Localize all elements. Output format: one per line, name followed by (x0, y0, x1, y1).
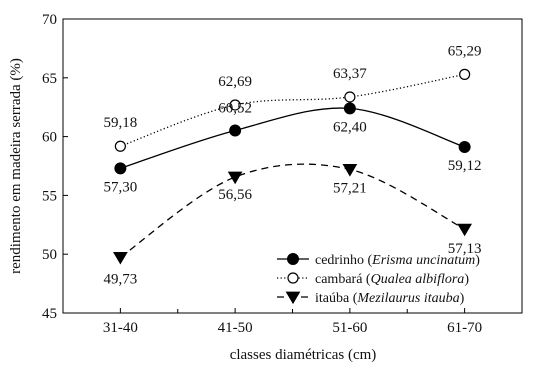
legend-label-species: Mezilaurus itauba (356, 291, 459, 306)
data-label-itauba: 56,56 (218, 187, 252, 203)
legend-label-suffix: ) (460, 291, 465, 306)
y-axis-title: rendimento em madeira serrada (%) (8, 58, 24, 274)
series-cedrinho (114, 102, 471, 175)
legend-label-prefix: cedrinho ( (315, 253, 372, 268)
data-point-cambara (229, 99, 241, 111)
data-label-cedrinho: 59,12 (448, 158, 482, 174)
legend-label-species: Erisma uncinatum (371, 253, 475, 268)
data-point-itauba (457, 223, 472, 237)
series-line-itauba (120, 163, 465, 258)
data-label-cedrinho: 60,52 (218, 100, 252, 116)
data-point-cambara (459, 68, 471, 80)
x-tick-label: 41-50 (218, 320, 253, 336)
series-line-cedrinho (120, 107, 465, 169)
data-point-cedrinho (343, 102, 356, 115)
legend: cedrinho (Erisma uncinatum)cambará (Qual… (277, 253, 480, 306)
legend-label-suffix: ) (464, 272, 469, 287)
x-tick-label: 31-40 (103, 320, 138, 336)
series-line-cambara (120, 73, 465, 147)
legend-label-prefix: itaúba ( (315, 291, 358, 306)
data-point-cambara (344, 91, 356, 103)
y-tick-label: 60 (42, 130, 57, 146)
legend-marker-cambara (287, 272, 299, 284)
data-label-cedrinho: 62,40 (333, 119, 367, 135)
legend-label-itauba: itaúba (Mezilaurus itauba) (315, 291, 465, 306)
x-axis-title: classes diamétricas (cm) (230, 347, 377, 363)
legend-label-cambara: cambará (Qualea albiflora) (315, 272, 469, 287)
y-tick-label: 65 (42, 71, 57, 87)
data-label-itauba: 49,73 (104, 271, 138, 287)
data-label-cambara: 59,18 (104, 115, 138, 131)
legend-label-cedrinho: cedrinho (Erisma uncinatum) (315, 253, 480, 268)
legend-item-itauba: itaúba (Mezilaurus itauba) (277, 291, 465, 306)
legend-label-prefix: cambará ( (315, 272, 371, 287)
data-point-cedrinho (229, 124, 242, 137)
data-point-cedrinho (458, 140, 471, 153)
data-label-itauba: 57,21 (333, 180, 367, 196)
data-label-cedrinho: 57,30 (104, 179, 138, 195)
data-label-cambara: 65,29 (448, 43, 482, 59)
y-tick-label: 70 (42, 12, 57, 28)
data-label-cambara: 62,69 (218, 74, 252, 90)
legend-label-species: Qualea albiflora (371, 272, 465, 287)
legend-label-suffix: ) (475, 253, 480, 268)
series-layer (113, 68, 472, 265)
y-tick-label: 55 (42, 188, 57, 204)
data-label-itauba: 57,13 (448, 241, 482, 257)
axes: 45 50 55 60 65 70 31-40 41-50 51-60 61-70 (42, 12, 523, 336)
legend-item-cambara: cambará (Qualea albiflora) (277, 272, 469, 287)
y-tick-label: 50 (42, 247, 57, 263)
data-point-cambara (114, 140, 126, 152)
data-point-cedrinho (114, 162, 127, 175)
legend-item-cedrinho: cedrinho (Erisma uncinatum) (277, 253, 480, 268)
x-tick-label: 61-70 (447, 320, 482, 336)
legend-marker-itauba (285, 291, 301, 305)
data-point-itauba (113, 252, 128, 265)
data-point-itauba (342, 164, 358, 177)
series-cambara (114, 68, 471, 152)
data-labels: 57,30 60,52 62,40 59,12 59,18 62,69 63,37 65,29… (104, 43, 482, 287)
data-point-itauba (227, 171, 243, 185)
legend-marker-cedrinho (287, 253, 299, 265)
series-itauba (113, 163, 472, 265)
x-tick-label: 51-60 (332, 320, 367, 336)
y-tick-label: 45 (42, 306, 57, 322)
data-label-cambara: 63,37 (333, 66, 367, 82)
